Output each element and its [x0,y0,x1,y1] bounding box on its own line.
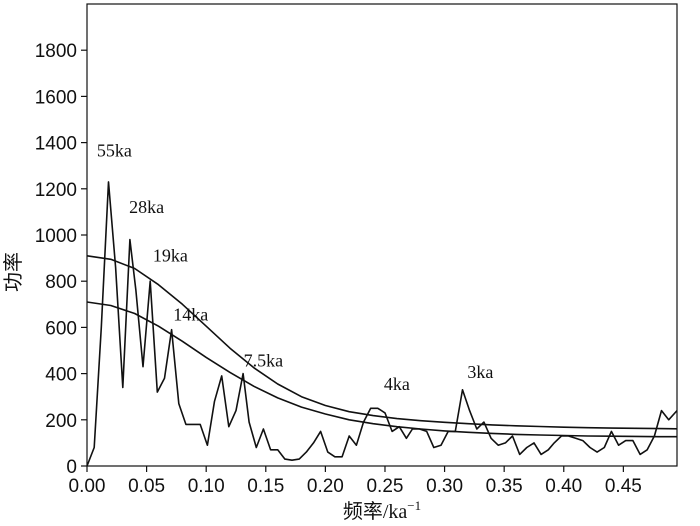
x-axis-title-text: 频率/ka [343,500,408,523]
peak-label: 14ka [173,304,208,324]
x-tick-label: 0.05 [128,476,165,497]
peak-label: 19ka [153,246,188,266]
x-tick-label: 0.15 [247,476,284,497]
peak-label: 7.5ka [244,351,284,371]
y-tick-label: 200 [45,411,77,432]
x-axis-ticks: 0.00 0.05 0.10 0.15 0.20 0.25 0.30 0.35 0.40 0.45 [69,466,642,497]
peak-annotations: 55ka 28ka 19ka 14ka 7.5ka 4ka 3ka [97,140,493,393]
y-tick-label: 1600 [35,87,77,108]
plot-frame [86,3,678,467]
x-tick-label: 0.10 [188,476,225,497]
peak-label: 28ka [129,197,164,217]
series-layer [86,181,678,467]
spectrum-line [86,181,678,467]
y-tick-label: 800 [45,272,77,293]
y-tick-label: 400 [45,365,77,386]
peak-label: 4ka [384,374,410,394]
y-tick-label: 0 [66,457,77,478]
x-tick-label: 0.30 [426,476,463,497]
y-tick-label: 1000 [35,226,77,247]
x-tick-label: 0.45 [605,476,642,497]
x-tick-label: 0.40 [545,476,582,497]
y-tick-label: 1400 [35,134,77,155]
x-axis-title-superscript: −1 [407,498,421,513]
peak-label: 55ka [97,140,132,160]
y-tick-label: 600 [45,318,77,339]
y-tick-label: 1800 [35,41,77,62]
confidence-curve-lower [86,301,677,438]
y-axis-ticks: 0 200 400 600 800 1000 1200 1400 1600 1800 [35,41,87,478]
x-tick-label: 0.20 [307,476,344,497]
x-tick-label: 0.25 [366,476,403,497]
x-tick-label: 0.35 [486,476,523,497]
y-tick-label: 1200 [35,180,77,201]
y-axis-title: 功率 [2,252,25,292]
x-axis-title: 频率/ka−1 [343,498,421,523]
confidence-curve-upper [86,255,678,430]
peak-label: 3ka [467,362,493,382]
x-tick-label: 0.00 [69,476,106,497]
